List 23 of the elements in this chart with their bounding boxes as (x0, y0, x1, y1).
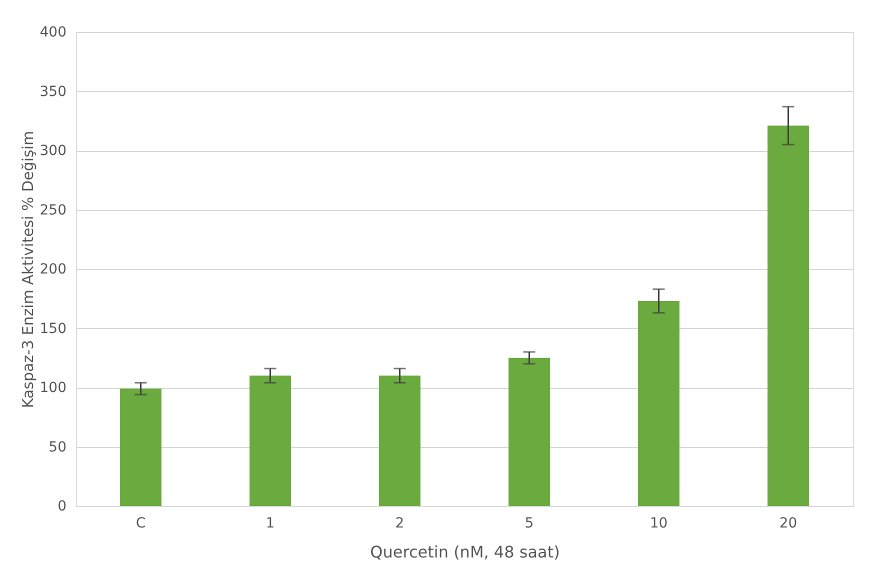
y-tick-label: 200 (40, 262, 66, 278)
y-tick-label: 150 (40, 320, 66, 337)
x-tick-label: 2 (395, 516, 404, 532)
x-tick-label: 1 (266, 516, 275, 532)
bar (768, 126, 809, 506)
x-tick-label: 20 (779, 516, 798, 532)
bar (508, 358, 550, 506)
bar (120, 388, 162, 506)
y-tick-label: 400 (40, 24, 66, 40)
y-tick-label: 50 (48, 439, 66, 456)
y-tick-label: 250 (40, 202, 66, 218)
x-tick-label: C (136, 516, 146, 532)
y-tick-label: 100 (40, 380, 66, 396)
bar (379, 376, 420, 506)
y-axis-title: Kaspaz-3 Enzim Aktivitesi % Değişim (18, 130, 37, 408)
y-tick-label: 300 (40, 143, 66, 159)
x-tick-label: 5 (524, 516, 534, 532)
bar (250, 376, 291, 506)
bar (638, 300, 680, 506)
x-axis-title: Quercetin (nM, 48 saat) (370, 542, 560, 562)
y-tick-label: 0 (58, 498, 66, 514)
x-tick-label: 10 (650, 516, 668, 532)
y-tick-label: 350 (40, 84, 66, 100)
